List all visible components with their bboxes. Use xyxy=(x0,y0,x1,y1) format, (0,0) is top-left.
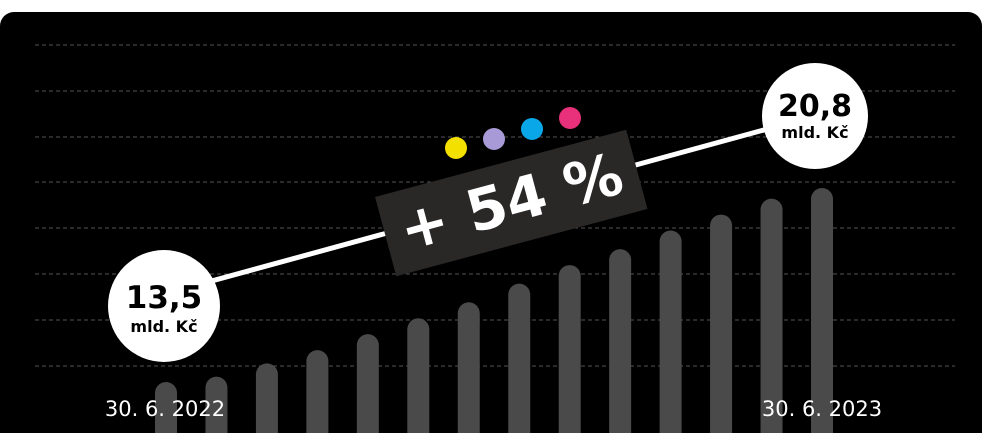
bar xyxy=(659,230,682,433)
bar xyxy=(255,363,278,433)
end-value: 20,8 xyxy=(778,89,852,124)
start-date-label: 30. 6. 2022 xyxy=(105,397,225,421)
start-unit: mld. Kč xyxy=(130,317,197,336)
color-dot xyxy=(445,137,467,159)
bar xyxy=(609,249,632,433)
end-bubble: 20,8 mld. Kč xyxy=(762,63,868,169)
bar xyxy=(306,350,329,433)
growth-label: + 54 % xyxy=(392,140,630,265)
start-value: 13,5 xyxy=(126,280,203,316)
bar xyxy=(811,188,833,433)
chart-card: 30. 6. 2022 30. 6. 2023 + 54 % 13,5 mld.… xyxy=(0,12,982,433)
bar xyxy=(205,376,228,433)
end-unit: mld. Kč xyxy=(781,123,848,142)
growth-badge: + 54 % xyxy=(375,129,648,277)
growth-chart: 30. 6. 2022 30. 6. 2023 + 54 % 13,5 mld.… xyxy=(35,44,955,433)
color-dot xyxy=(483,128,505,150)
bar xyxy=(710,214,733,433)
bar xyxy=(558,265,581,433)
color-dot xyxy=(559,107,581,129)
bars xyxy=(155,188,833,433)
color-dots xyxy=(445,107,581,159)
bar xyxy=(760,198,783,433)
bar xyxy=(457,302,480,433)
end-bubble-circle xyxy=(762,63,868,169)
end-date-label: 30. 6. 2023 xyxy=(762,397,882,421)
color-dot xyxy=(521,118,543,140)
bar xyxy=(356,334,379,433)
bar xyxy=(155,382,177,433)
start-bubble-circle xyxy=(108,250,220,362)
growth-badge-background xyxy=(375,129,648,277)
bar xyxy=(508,283,531,433)
start-bubble: 13,5 mld. Kč xyxy=(108,250,220,362)
bar xyxy=(407,318,430,433)
